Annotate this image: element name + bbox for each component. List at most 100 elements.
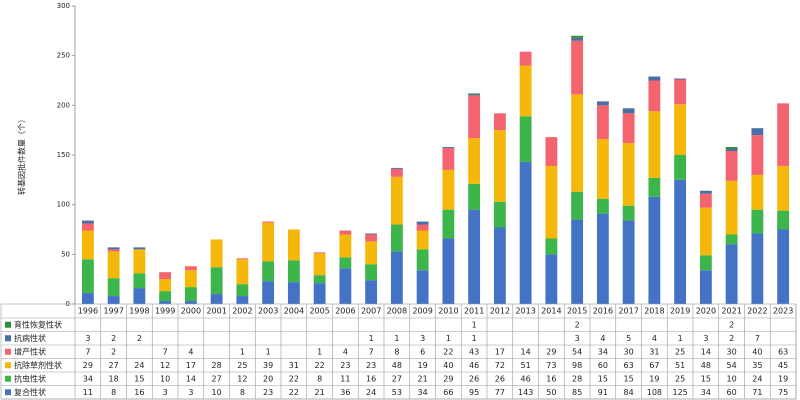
bar-segment (519, 51, 532, 66)
bar-segment (571, 40, 584, 95)
x-tick-label: 2023 (773, 307, 793, 316)
bar-segment (777, 103, 790, 166)
table-value: 3 (163, 388, 168, 397)
bar-segment (390, 251, 403, 304)
bar-segment (390, 168, 403, 177)
bar-segment (545, 165, 558, 239)
table-value: 21 (418, 374, 428, 383)
table-value: 8 (394, 347, 399, 356)
bar-segment (442, 169, 455, 210)
legend-label: 增产性状 (14, 346, 46, 356)
bar-segment (725, 147, 738, 150)
bar-segment (725, 180, 738, 235)
bar-segment (777, 210, 790, 230)
x-tick-label: 2013 (515, 307, 535, 316)
bar-segment (107, 251, 120, 279)
table-value: 2 (729, 320, 734, 329)
table-value: 48 (701, 361, 711, 370)
table-value: 20 (263, 374, 273, 383)
table-value: 3 (703, 334, 708, 343)
bar-segment (133, 273, 146, 289)
bar-segment (81, 230, 94, 260)
bar-segment (468, 95, 481, 139)
table-value: 63 (624, 361, 634, 370)
bar-segment (674, 155, 687, 180)
y-tick-label: 250 (57, 52, 70, 60)
x-tick-label: 2000 (181, 307, 201, 316)
bar-segment (339, 234, 352, 258)
bar-segment (751, 128, 764, 136)
bar-segment (107, 296, 120, 304)
table-value: 1 (394, 334, 399, 343)
table-value: 50 (546, 388, 556, 397)
table-value: 1 (472, 334, 477, 343)
bar-segment (725, 151, 738, 181)
x-tick-label: 2021 (721, 307, 741, 316)
x-tick-label: 2017 (618, 307, 638, 316)
bar-segment (107, 278, 120, 297)
bar-segment (184, 266, 197, 271)
bar-segment (133, 249, 146, 274)
bar-segment (468, 183, 481, 210)
bar-segment (648, 76, 661, 81)
table-value: 16 (366, 374, 376, 383)
table-value: 30 (624, 347, 634, 356)
bar-segment (339, 257, 352, 269)
bar-segment (133, 247, 146, 250)
table-value: 39 (263, 361, 273, 370)
bar-segment (622, 205, 635, 221)
bar-segment (493, 201, 506, 228)
table-value: 21 (315, 388, 325, 397)
table-value: 24 (752, 374, 762, 383)
bar-segment (184, 270, 197, 288)
legend-label: 抗除草剂性状 (14, 360, 62, 370)
y-tick-label: 300 (57, 2, 70, 10)
y-tick-label: 200 (57, 101, 70, 109)
table-value: 7 (85, 347, 90, 356)
x-tick-label: 2012 (490, 307, 510, 316)
legend-swatch (5, 335, 11, 342)
table-value: 27 (212, 374, 222, 383)
bar-segment (777, 165, 790, 211)
table-value: 143 (518, 388, 533, 397)
table-value: 11 (340, 374, 350, 383)
table-value: 43 (469, 347, 479, 356)
bar-segment (442, 238, 455, 304)
bar-segment (751, 209, 764, 234)
x-tick-label: 2002 (232, 307, 252, 316)
table-value: 35 (752, 361, 762, 370)
legend-swatch (5, 321, 11, 328)
table-value: 2 (729, 334, 734, 343)
table-value: 84 (624, 388, 634, 397)
table-value: 16 (546, 374, 556, 383)
legend-label: 复合性状 (14, 387, 46, 397)
bar-segment (339, 230, 352, 235)
legend-label: 抗虫性状 (14, 373, 46, 383)
bar-segment (519, 116, 532, 162)
bar-segment (287, 229, 300, 261)
bar-segment (725, 149, 738, 152)
table-value: 11 (83, 388, 93, 397)
x-tick-label: 1998 (129, 307, 149, 316)
table-value: 2 (111, 347, 116, 356)
bar-segment (777, 229, 790, 304)
table-value: 4 (188, 347, 193, 356)
bar-segment (365, 241, 378, 265)
bar-segment (81, 220, 94, 224)
table-value: 4 (343, 347, 348, 356)
bar-segment (416, 270, 429, 304)
bar-segment (159, 272, 172, 280)
legend-swatch (5, 362, 11, 369)
table-value: 108 (647, 388, 662, 397)
bar-segment (442, 148, 455, 170)
table-value: 3 (188, 388, 193, 397)
table-value: 54 (572, 347, 582, 356)
table-value: 24 (134, 361, 144, 370)
bar-segment (751, 233, 764, 304)
table-value: 8 (111, 388, 116, 397)
bar-segment (571, 219, 584, 304)
x-tick-label: 2004 (284, 307, 304, 316)
table-value: 3 (575, 334, 580, 343)
table-value: 54 (727, 361, 737, 370)
table-value: 28 (212, 361, 222, 370)
